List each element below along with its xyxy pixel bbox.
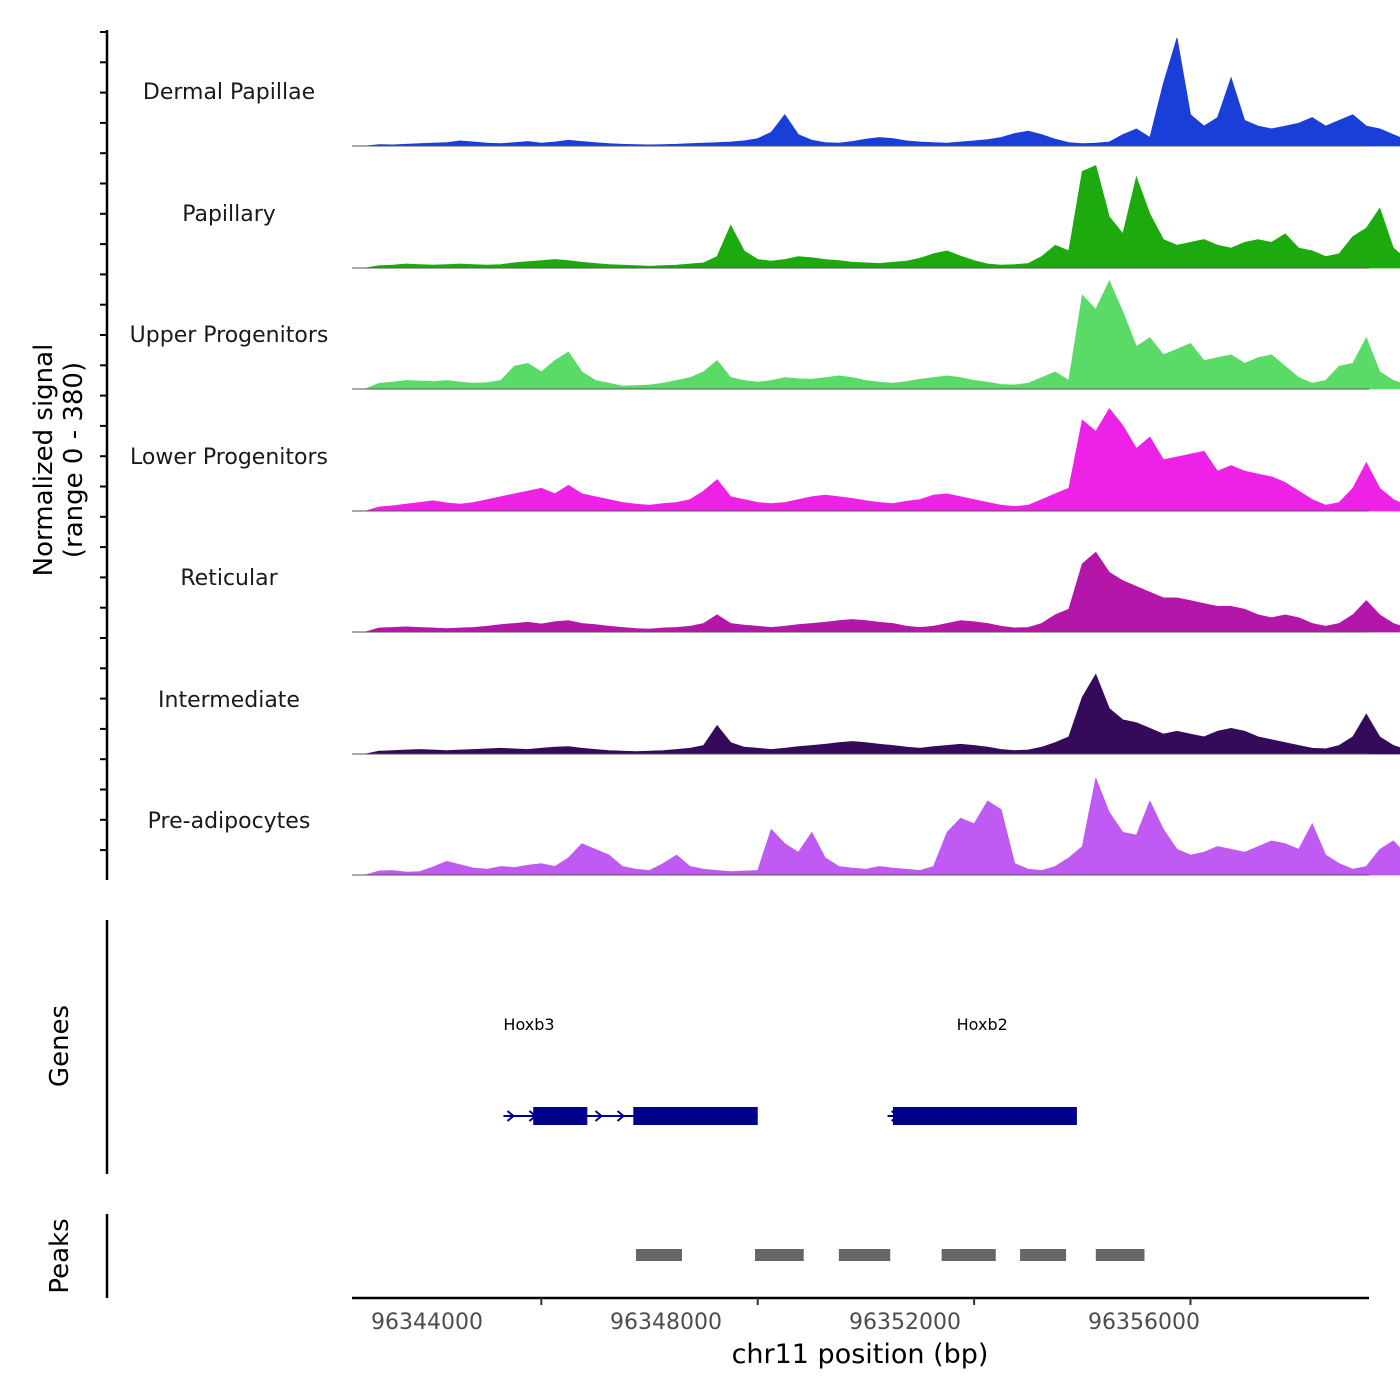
- peak-region: [1020, 1249, 1067, 1261]
- peak-region: [636, 1249, 682, 1261]
- peak-region: [755, 1249, 804, 1261]
- signal-y-axis-ticks: [100, 31, 107, 852]
- strand-arrow: [506, 1110, 516, 1122]
- track-label-upper-progenitors: Upper Progenitors: [130, 323, 329, 348]
- gene-label-hoxb2: Hoxb2: [957, 1015, 1008, 1034]
- track-lower-progenitors: [352, 407, 1400, 512]
- track-label-dermal-papillae: Dermal Papillae: [143, 80, 315, 105]
- track-label-pre-adipocytes: Pre-adipocytes: [148, 809, 311, 834]
- track-upper-progenitors: [352, 280, 1400, 390]
- genes-axis-title: Genes: [45, 1005, 75, 1087]
- track-dermal-papillae: [352, 37, 1400, 147]
- track-reticular: [352, 551, 1400, 633]
- signal-tracks: [352, 37, 1400, 876]
- signal-area-reticular: [352, 551, 1400, 633]
- gene-models: Hoxb3 Hoxb2: [503, 1015, 1077, 1125]
- peak-region: [1095, 1249, 1145, 1261]
- track-papillary: [352, 165, 1400, 269]
- peak-regions: [636, 1249, 1145, 1261]
- gene-exon: [892, 1107, 1077, 1125]
- signal-area-pre-adipocytes: [352, 776, 1400, 876]
- signal-area-dermal-papillae: [352, 37, 1400, 147]
- track-label-reticular: Reticular: [180, 566, 278, 591]
- gene-hoxb3: Hoxb3: [503, 1015, 758, 1125]
- y-axis-title: Normalized signal (range 0 - 380): [29, 344, 89, 577]
- gene-exon: [633, 1107, 758, 1125]
- track-label-lower-progenitors: Lower Progenitors: [130, 445, 328, 470]
- x-tick-label-96348000: 96348000: [610, 1310, 722, 1335]
- peaks-axis-title: Peaks: [45, 1218, 75, 1293]
- strand-arrow: [616, 1110, 626, 1122]
- y-axis-title-line1: Normalized signal: [29, 344, 59, 577]
- x-axis-ticks: [540, 1298, 1192, 1305]
- track-pre-adipocytes: [352, 776, 1400, 876]
- x-tick-label-96352000: 96352000: [849, 1310, 961, 1335]
- peak-region: [838, 1249, 891, 1261]
- signal-area-papillary: [352, 165, 1400, 269]
- signal-area-lower-progenitors: [352, 407, 1400, 512]
- track-labels: Dermal Papillae Papillary Upper Progenit…: [130, 80, 329, 834]
- track-label-intermediate: Intermediate: [158, 688, 300, 713]
- signal-area-intermediate: [352, 673, 1400, 755]
- strand-arrow: [594, 1110, 604, 1122]
- signal-area-upper-progenitors: [352, 280, 1400, 390]
- y-axis-title-line2: (range 0 - 380): [59, 362, 89, 558]
- gene-label-hoxb3: Hoxb3: [503, 1015, 554, 1034]
- x-axis-title: chr11 position (bp): [732, 1339, 989, 1370]
- gene-exon: [533, 1107, 588, 1125]
- track-label-papillary: Papillary: [182, 202, 276, 227]
- track-intermediate: [352, 673, 1400, 755]
- x-tick-label-96344000: 96344000: [371, 1310, 483, 1335]
- peak-region: [941, 1249, 996, 1261]
- gene-hoxb2: Hoxb2: [887, 1015, 1077, 1125]
- x-tick-label-96356000: 96356000: [1088, 1310, 1200, 1335]
